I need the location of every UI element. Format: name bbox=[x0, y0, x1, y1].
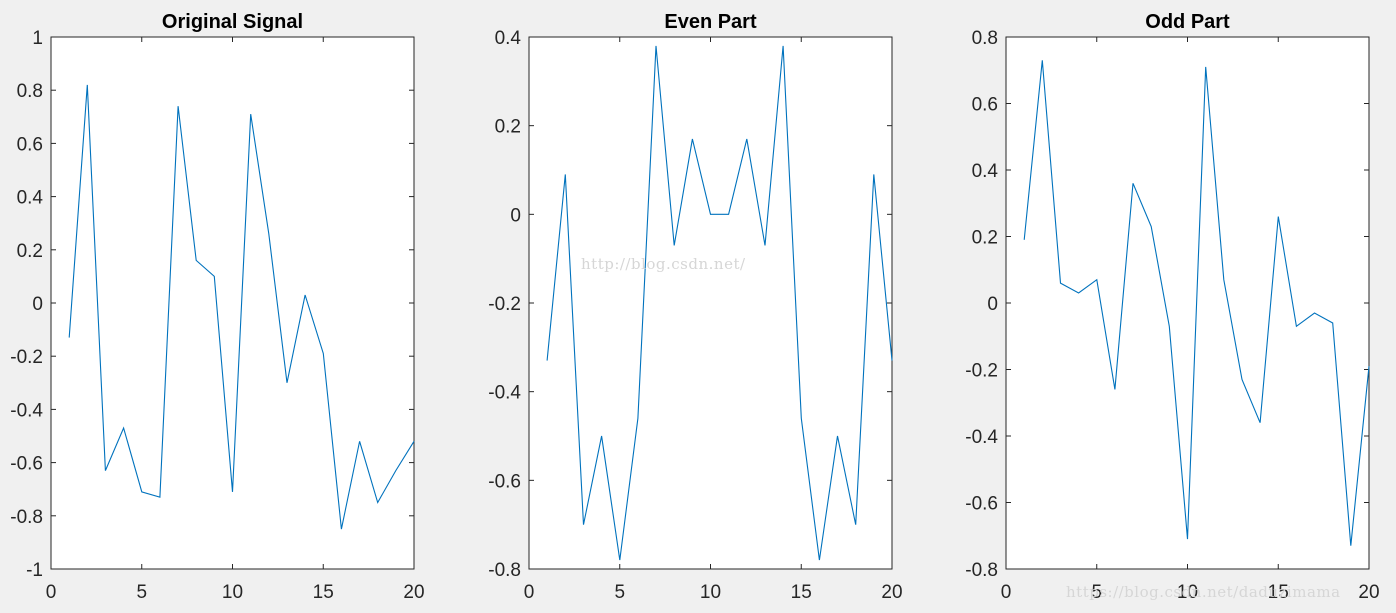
x-tick-label: 5 bbox=[136, 582, 147, 603]
y-tick-label: 0.2 bbox=[17, 241, 43, 262]
y-tick-label: 0.6 bbox=[17, 134, 43, 155]
y-tick-label: -0.8 bbox=[965, 560, 998, 581]
y-tick-label: -0.4 bbox=[10, 400, 43, 421]
subplot-2: Even Part 0 5 10 15 20 -0.8 -0.6 -0.4 -0.2 0 0.2 0.4 bbox=[488, 11, 902, 603]
y-tick-label: 0.2 bbox=[972, 228, 998, 249]
x-tick-label: 15 bbox=[791, 582, 812, 603]
y-tick-label: 0 bbox=[510, 205, 521, 226]
series-line bbox=[546, 45, 893, 561]
y-tick-label: -0.2 bbox=[488, 294, 521, 315]
x-tick-label: 0 bbox=[524, 582, 535, 603]
axes-box bbox=[1005, 36, 1370, 570]
y-tick-label: 0.4 bbox=[495, 28, 522, 49]
y-tick-label: 0.4 bbox=[972, 161, 999, 182]
x-tick-label: 5 bbox=[614, 582, 625, 603]
x-tick-label: 15 bbox=[313, 582, 334, 603]
y-tick-label: -0.2 bbox=[965, 361, 998, 382]
series-line bbox=[1023, 60, 1370, 546]
plot-title: Even Part bbox=[664, 11, 757, 33]
x-tick-label: 20 bbox=[403, 582, 424, 603]
axes-box bbox=[50, 36, 415, 570]
y-tick-label: 0.8 bbox=[17, 81, 43, 102]
y-tick-label: -0.8 bbox=[488, 560, 521, 581]
subplot-3: Odd Part 0 5 10 15 20 -0.8 -0.6 -0.4 -0.2 0 0.2 0.4 0… bbox=[965, 11, 1379, 603]
y-tick-label: -0.6 bbox=[488, 471, 521, 492]
y-tick-label: 0 bbox=[987, 294, 998, 315]
y-tick-label: -0.8 bbox=[10, 507, 43, 528]
x-tick-label: 0 bbox=[46, 582, 57, 603]
y-tick-label: 1 bbox=[32, 28, 43, 49]
y-tick-label: 0.8 bbox=[972, 28, 998, 49]
y-tick-label: -0.4 bbox=[965, 427, 998, 448]
x-tick-label: 0 bbox=[1001, 582, 1012, 603]
plot-title: Original Signal bbox=[162, 11, 303, 33]
axes-box bbox=[528, 36, 893, 570]
series-line bbox=[68, 84, 415, 530]
plot-title: Odd Part bbox=[1145, 11, 1230, 33]
x-tick-label: 20 bbox=[881, 582, 902, 603]
x-tick-label: 15 bbox=[1268, 582, 1289, 603]
x-tick-label: 10 bbox=[222, 582, 243, 603]
y-tick-label: -0.6 bbox=[10, 454, 43, 475]
x-tick-label: 5 bbox=[1091, 582, 1102, 603]
y-tick-label: -1 bbox=[26, 560, 43, 581]
y-tick-label: -0.6 bbox=[965, 494, 998, 515]
y-tick-label: -0.4 bbox=[488, 383, 521, 404]
x-tick-label: 10 bbox=[700, 582, 721, 603]
y-tick-label: 0.2 bbox=[495, 117, 521, 138]
y-tick-label: -0.2 bbox=[10, 347, 43, 368]
x-tick-label: 10 bbox=[1177, 582, 1198, 603]
y-tick-label: 0.4 bbox=[17, 188, 44, 209]
x-tick-label: 20 bbox=[1358, 582, 1379, 603]
y-tick-label: 0 bbox=[32, 294, 43, 315]
y-tick-label: 0.6 bbox=[972, 95, 998, 116]
